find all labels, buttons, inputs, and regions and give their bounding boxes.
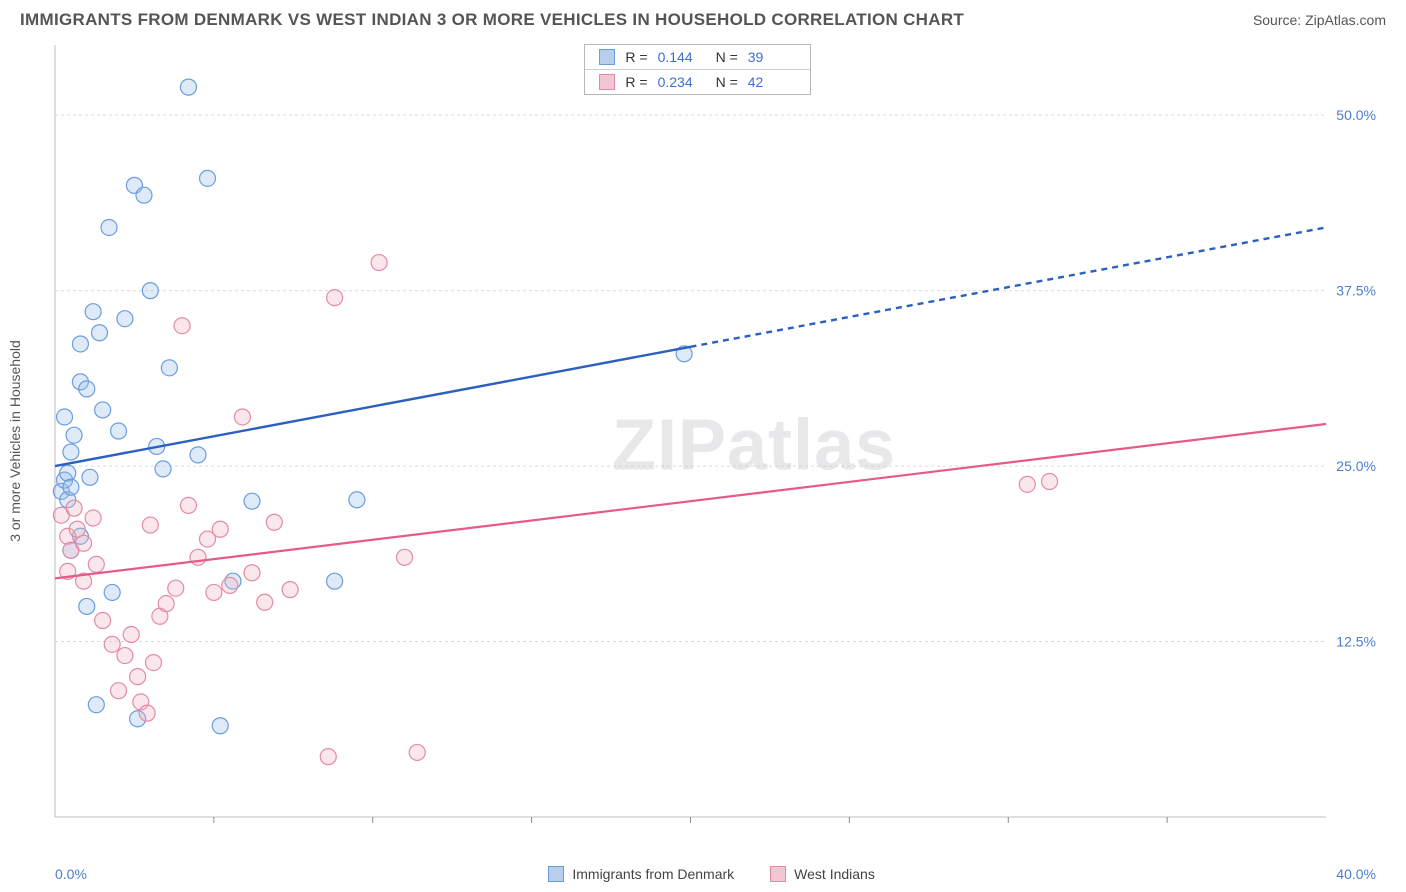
source-label: Source: ZipAtlas.com (1253, 12, 1386, 28)
scatter-plot: 12.5% 25.0% 37.5% 50.0% ZIPatlas (50, 40, 1386, 842)
swatch-icon (770, 866, 786, 882)
stats-legend-box: R = 0.144 N = 39 R = 0.234 N = 42 (584, 44, 810, 95)
r-value: 0.234 (658, 74, 706, 90)
svg-text:37.5%: 37.5% (1336, 283, 1376, 299)
bottom-legend: 0.0% Immigrants from Denmark West Indians… (0, 866, 1406, 882)
r-label: R = (625, 74, 647, 90)
swatch-icon (599, 74, 615, 90)
swatch-icon (599, 49, 615, 65)
x-axis-max-label: 40.0% (1336, 866, 1376, 882)
n-value: 42 (748, 74, 796, 90)
legend-item-westindian: West Indians (770, 866, 875, 882)
chart-title: IMMIGRANTS FROM DENMARK VS WEST INDIAN 3… (20, 10, 964, 30)
legend-label: West Indians (794, 866, 875, 882)
n-label: N = (716, 49, 738, 65)
svg-text:50.0%: 50.0% (1336, 107, 1376, 123)
r-value: 0.144 (658, 49, 706, 65)
legend-label: Immigrants from Denmark (572, 866, 734, 882)
n-value: 39 (748, 49, 796, 65)
svg-text:12.5%: 12.5% (1336, 634, 1376, 650)
x-axis-min-label: 0.0% (55, 866, 87, 882)
r-label: R = (625, 49, 647, 65)
chart-area: 3 or more Vehicles in Household 12.5%25.… (50, 40, 1386, 842)
legend-item-denmark: Immigrants from Denmark (548, 866, 734, 882)
svg-text:ZIPatlas: ZIPatlas (612, 406, 896, 486)
stats-row-denmark: R = 0.144 N = 39 (585, 45, 809, 69)
swatch-icon (548, 866, 564, 882)
y-axis-label: 3 or more Vehicles in Household (7, 340, 23, 542)
n-label: N = (716, 74, 738, 90)
stats-row-westindian: R = 0.234 N = 42 (585, 69, 809, 94)
svg-text:25.0%: 25.0% (1336, 458, 1376, 474)
